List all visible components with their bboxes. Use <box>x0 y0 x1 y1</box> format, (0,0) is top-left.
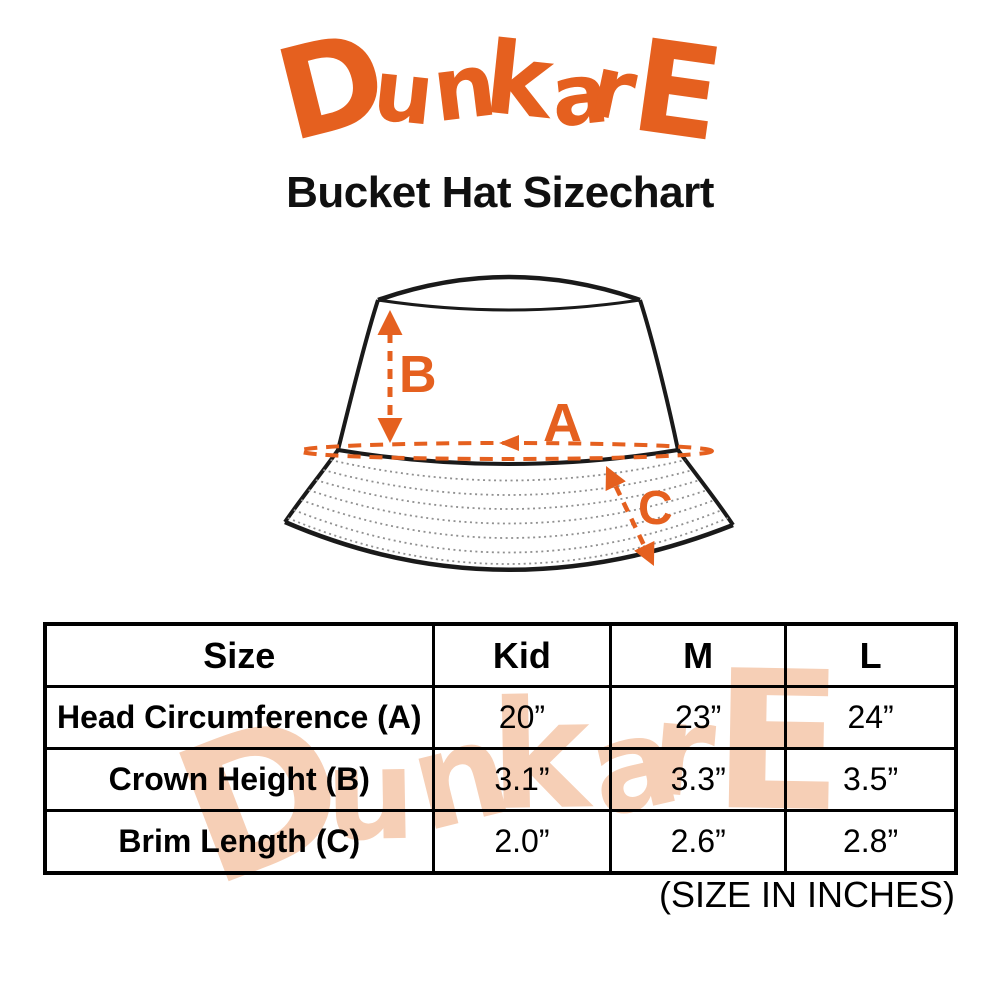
table-header-row: Size Kid M L <box>43 622 958 688</box>
crown-brim-junction <box>337 448 679 466</box>
measure-a-arrowhead <box>499 435 519 451</box>
logo-letter: k <box>479 18 559 143</box>
col-header-kid: Kid <box>431 622 613 688</box>
crown-left-side <box>336 299 380 451</box>
bucket-hat-diagram: A B C <box>283 274 735 572</box>
crown-top-arc <box>377 274 641 303</box>
cell-value: 3.5” <box>784 747 958 812</box>
brim-right-edge <box>676 448 735 527</box>
cell-value: 3.1” <box>431 747 613 812</box>
row-label: Head Circumference (A) <box>43 685 435 750</box>
brim-left-edge <box>283 448 340 524</box>
crown-top-ellipse-bottom <box>377 298 641 312</box>
brim-bottom-edge <box>284 519 734 572</box>
units-note: (SIZE IN INCHES) <box>658 874 955 915</box>
cell-value: 2.6” <box>609 809 788 875</box>
table-row-crown-height: Crown Height (B) 3.1” 3.3” 3.5” <box>43 747 958 812</box>
cell-value: 23” <box>609 685 788 750</box>
cell-value: 24” <box>784 685 958 750</box>
logo-letter: E <box>623 11 731 172</box>
cell-value: 20” <box>431 685 613 750</box>
dim-label-a: A <box>543 393 582 453</box>
col-header-m: M <box>609 622 788 688</box>
row-label: Brim Length (C) <box>43 809 435 875</box>
cell-value: 3.3” <box>609 747 788 812</box>
logo-letter: r <box>582 36 645 143</box>
size-table: Size Kid M L Head Circumference (A) 20” … <box>43 622 958 875</box>
page-title: Bucket Hat Sizechart <box>286 168 714 217</box>
logo-letter: D <box>263 2 401 171</box>
col-header-size: Size <box>43 622 435 688</box>
table-row-brim-length: Brim Length (C) 2.0” 2.6” 2.8” <box>43 809 958 875</box>
row-label: Crown Height (B) <box>43 747 435 812</box>
table-row-head-circumference: Head Circumference (A) 20” 23” 24” <box>43 685 958 750</box>
cell-value: 2.8” <box>784 809 958 875</box>
logo-letter: u <box>368 40 439 145</box>
dim-label-b: B <box>399 346 437 404</box>
logo-letter: n <box>427 32 502 143</box>
cell-value: 2.0” <box>431 809 613 875</box>
col-header-l: L <box>784 622 958 688</box>
dim-label-c: C <box>638 482 673 535</box>
crown-right-side <box>638 299 680 451</box>
logo-letter: a <box>546 43 613 147</box>
